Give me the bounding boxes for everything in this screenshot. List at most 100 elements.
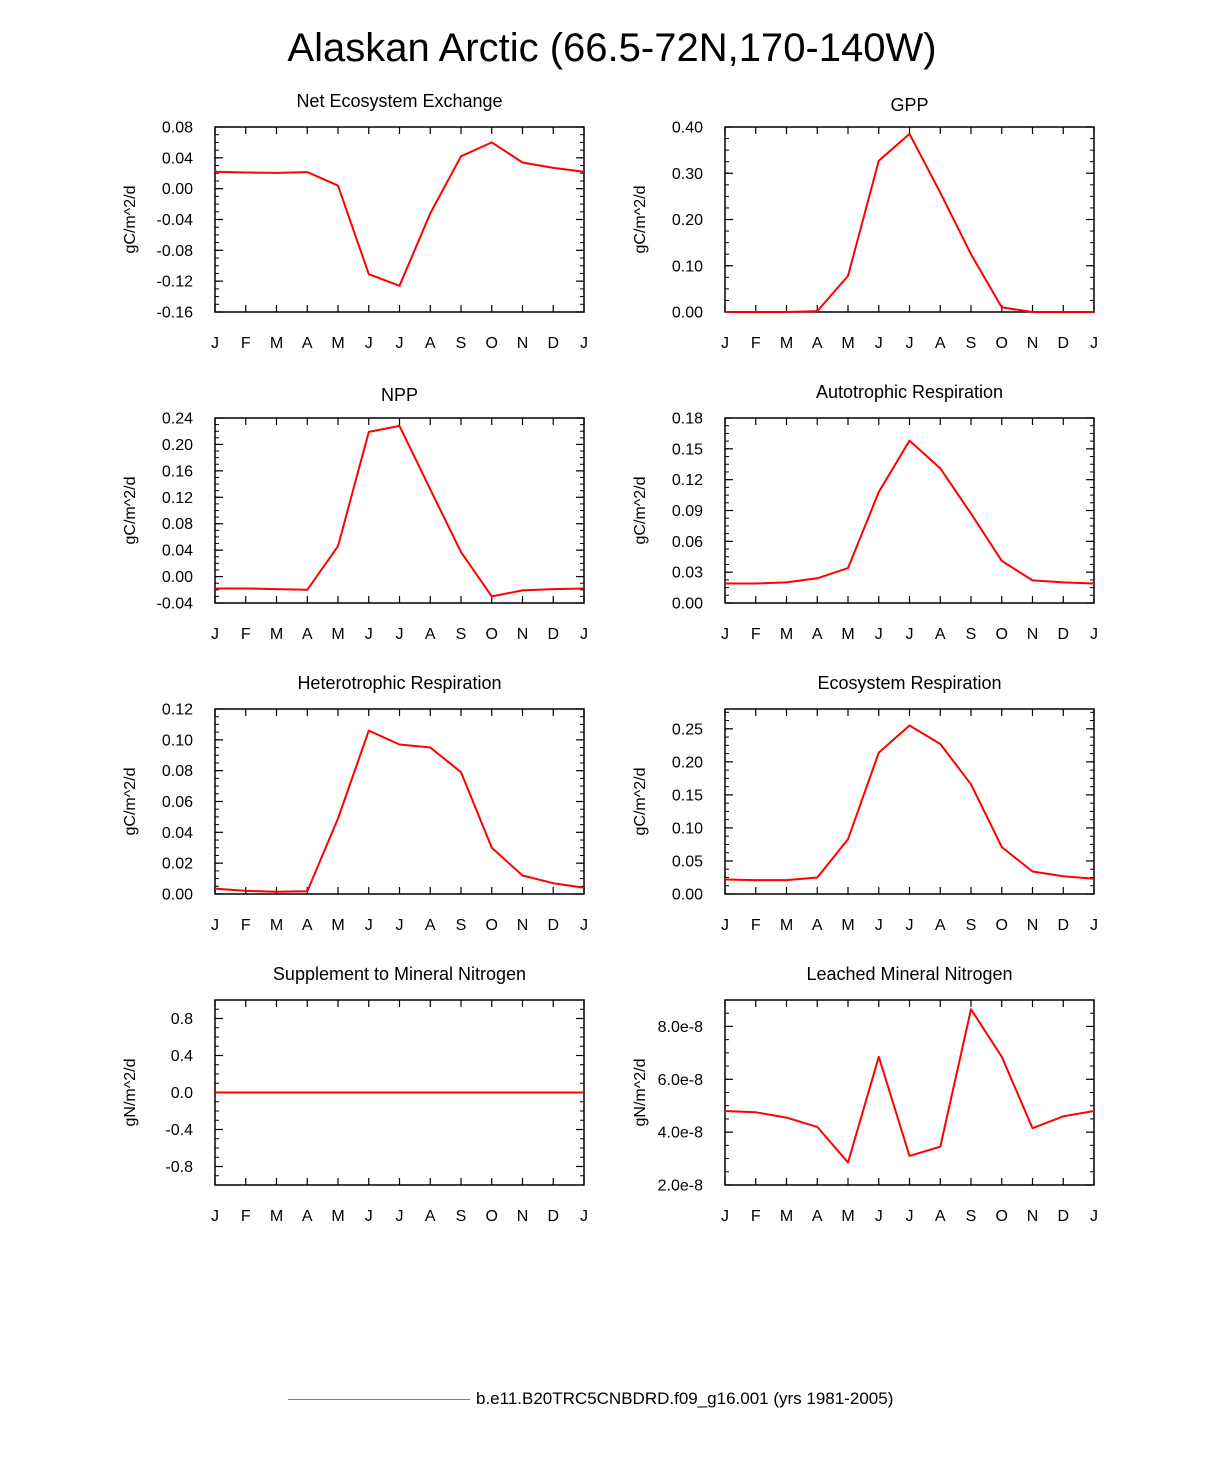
plot-frame [724, 126, 1095, 313]
panel-5: Heterotrophic Respiration J F M A M J J A S O N D J 0.… [122, 673, 588, 934]
x-tick-label: O [996, 335, 1008, 352]
y-tick-label: 0.05 [672, 853, 703, 870]
x-tick-label: F [241, 917, 251, 934]
x-tick-label: J [906, 626, 914, 643]
x-tick-label: J [875, 335, 883, 352]
plot-frame [724, 708, 1095, 895]
x-tick-label: J [211, 1208, 219, 1225]
y-tick-label: 0.4 [171, 1048, 193, 1065]
x-tick-label: J [1090, 335, 1098, 352]
y-tick-label: -0.04 [157, 596, 194, 613]
x-tick-label: M [841, 1208, 854, 1225]
x-tick-label: M [841, 335, 854, 352]
y-tick-label: 0.03 [672, 565, 703, 582]
x-tick-label: D [547, 1208, 559, 1225]
x-tick-label: A [935, 1208, 946, 1225]
x-tick-label: J [365, 626, 373, 643]
y-tick-label: 0.12 [162, 490, 193, 507]
legend: b.e11.B20TRC5CNBDRD.f09_g16.001 (yrs 198… [288, 1388, 893, 1410]
panel-8: Leached Mineral Nitrogen J F M A M J J A S O N D J 2.0… [632, 964, 1098, 1225]
figure-title: Alaskan Arctic (66.5-72N,170-140W) [287, 26, 937, 70]
y-axis-label: gC/m^2/d [122, 477, 139, 545]
series-line [214, 729, 585, 893]
y-axis-label: gC/m^2/d [632, 477, 649, 545]
x-tick-label: D [1057, 626, 1069, 643]
x-tick-label: F [241, 626, 251, 643]
y-tick-label: 0.20 [162, 437, 193, 454]
y-tick-label: 6.0e-8 [658, 1072, 703, 1089]
x-tick-label: A [425, 1208, 436, 1225]
x-tick-label: J [906, 335, 914, 352]
x-tick-label: N [1027, 1208, 1039, 1225]
y-tick-label: 0.16 [162, 463, 193, 480]
plot-frame [724, 999, 1095, 1186]
series-line [725, 439, 1095, 585]
y-tick-label: 2.0e-8 [658, 1178, 703, 1195]
panel-2: GPP J F M A M J J A S O N D J 0.00 0.10 0.20 0.30 0.40 gC/m… [632, 95, 1098, 352]
y-tick-label: -0.4 [165, 1122, 193, 1139]
panel-title: GPP [890, 95, 928, 115]
y-tick-label: 0.8 [171, 1011, 193, 1028]
x-tick-label: O [996, 917, 1008, 934]
x-tick-label: J [365, 917, 373, 934]
x-tick-label: A [302, 1208, 313, 1225]
x-tick-label: O [486, 626, 498, 643]
x-tick-label: F [751, 626, 761, 643]
x-tick-label: M [841, 917, 854, 934]
x-tick-label: S [456, 917, 467, 934]
y-tick-label: -0.08 [157, 243, 194, 260]
x-tick-label: J [211, 626, 219, 643]
x-tick-label: J [580, 626, 588, 643]
x-tick-label: A [812, 1208, 823, 1225]
x-tick-label: A [812, 335, 823, 352]
x-tick-label: N [517, 626, 529, 643]
x-tick-label: J [875, 1208, 883, 1225]
x-tick-label: J [875, 917, 883, 934]
x-tick-label: O [486, 1208, 498, 1225]
x-tick-label: J [211, 917, 219, 934]
x-tick-label: S [966, 917, 977, 934]
y-tick-label: 0.40 [672, 120, 703, 137]
y-tick-label: 0.30 [672, 166, 703, 183]
x-tick-label: J [396, 335, 404, 352]
x-tick-label: O [996, 1208, 1008, 1225]
x-tick-label: F [751, 335, 761, 352]
y-tick-label: 0.00 [162, 887, 193, 904]
x-tick-label: M [331, 917, 344, 934]
x-tick-label: N [517, 1208, 529, 1225]
x-tick-label: S [966, 335, 977, 352]
panel-title: Ecosystem Respiration [817, 673, 1001, 693]
y-tick-label: 0.18 [672, 411, 703, 428]
y-tick-label: 4.0e-8 [658, 1125, 703, 1142]
x-tick-label: M [270, 335, 283, 352]
y-tick-label: 0.12 [162, 702, 193, 719]
y-tick-label: -0.12 [157, 274, 194, 291]
x-tick-label: J [396, 917, 404, 934]
series-line [214, 141, 585, 287]
panel-6: Ecosystem Respiration J F M A M J J A S O N D J 0.00 0.… [632, 673, 1098, 934]
series-line [215, 424, 585, 598]
y-tick-label: -0.04 [157, 212, 194, 229]
x-tick-label: D [547, 917, 559, 934]
x-tick-label: O [486, 917, 498, 934]
y-tick-label: 0.00 [162, 181, 193, 198]
x-tick-label: J [396, 626, 404, 643]
x-tick-label: J [580, 335, 588, 352]
y-tick-label: 0.00 [162, 569, 193, 586]
x-tick-label: S [966, 1208, 977, 1225]
y-axis-label: gC/m^2/d [632, 768, 649, 836]
y-tick-label: 0.12 [672, 472, 703, 489]
y-tick-label: 0.00 [672, 887, 703, 904]
x-tick-label: S [456, 335, 467, 352]
x-tick-label: J [580, 917, 588, 934]
x-tick-label: A [935, 917, 946, 934]
x-tick-label: D [1057, 917, 1069, 934]
y-tick-label: 0.04 [162, 150, 193, 167]
x-tick-label: N [1027, 335, 1039, 352]
y-axis-label: gC/m^2/d [122, 186, 139, 254]
y-axis-label: gN/m^2/d [632, 1059, 649, 1127]
x-tick-label: A [302, 917, 313, 934]
panel-7: Supplement to Mineral Nitrogen J F M A M J J A S O… [122, 964, 588, 1225]
series-line [725, 132, 1094, 313]
